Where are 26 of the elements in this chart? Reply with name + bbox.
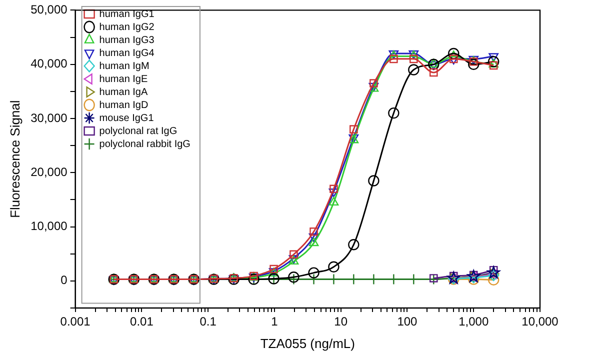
y-tick-label: 20,000 <box>30 164 68 179</box>
x-tick-label: 1,000 <box>458 314 489 329</box>
x-tick-label: 100 <box>397 314 418 329</box>
y-tick-label: 0 <box>60 273 68 288</box>
legend-label: human IgD <box>99 100 148 111</box>
x-tick-label: 10,000 <box>522 314 559 329</box>
legend-label: polyclonal rat IgG <box>99 126 178 137</box>
y-tick-label: 30,000 <box>30 110 68 125</box>
x-tick-label: 10 <box>334 314 348 329</box>
legend-label: human IgG2 <box>99 22 155 33</box>
y-tick-label: 10,000 <box>30 219 68 234</box>
x-tick-label: 0.001 <box>60 314 91 329</box>
x-tick-label: 0.1 <box>200 314 217 329</box>
x-tick-label: 0.01 <box>130 314 154 329</box>
legend-label: human IgE <box>99 74 148 85</box>
y-tick-label: 50,000 <box>30 2 68 17</box>
x-axis-title: TZA055 (ng/mL) <box>260 336 355 351</box>
legend-label: polyclonal rabbit IgG <box>99 138 191 150</box>
y-tick-label: 40,000 <box>30 56 68 71</box>
legend-label: human IgG4 <box>99 48 155 59</box>
y-axis-title: Fluorescence Signal <box>7 100 22 218</box>
legend-label: human IgG3 <box>99 34 155 46</box>
legend-label: human IgM <box>99 60 150 72</box>
legend-label: mouse IgG1 <box>99 112 154 124</box>
legend-label: human IgA <box>99 86 148 98</box>
x-tick-label: 1 <box>271 314 278 329</box>
